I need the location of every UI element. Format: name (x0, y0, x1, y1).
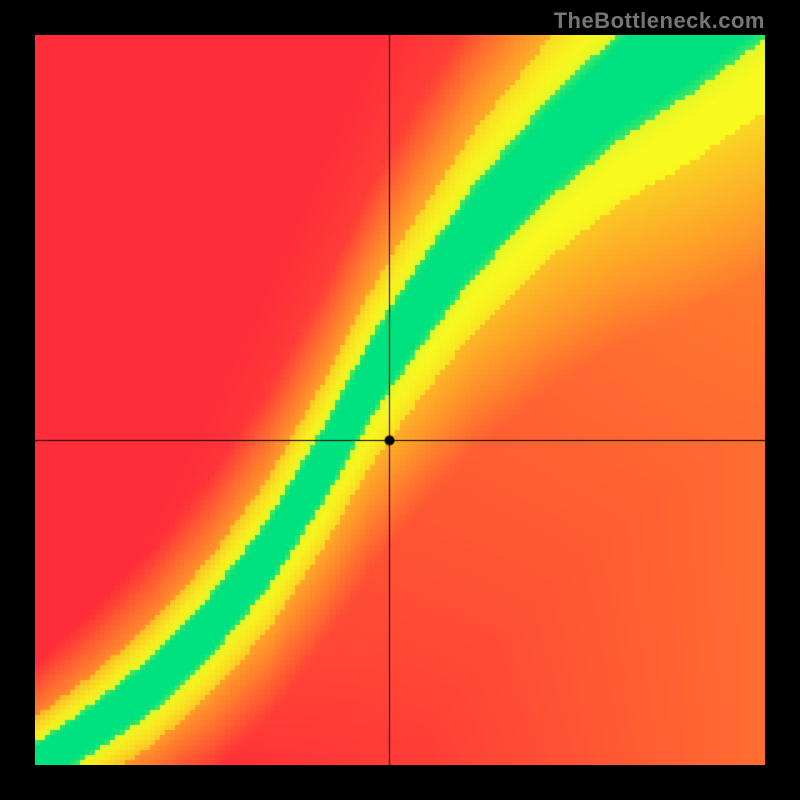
heatmap-canvas (35, 35, 765, 765)
watermark-text: TheBottleneck.com (554, 8, 765, 34)
heatmap-plot (35, 35, 765, 765)
